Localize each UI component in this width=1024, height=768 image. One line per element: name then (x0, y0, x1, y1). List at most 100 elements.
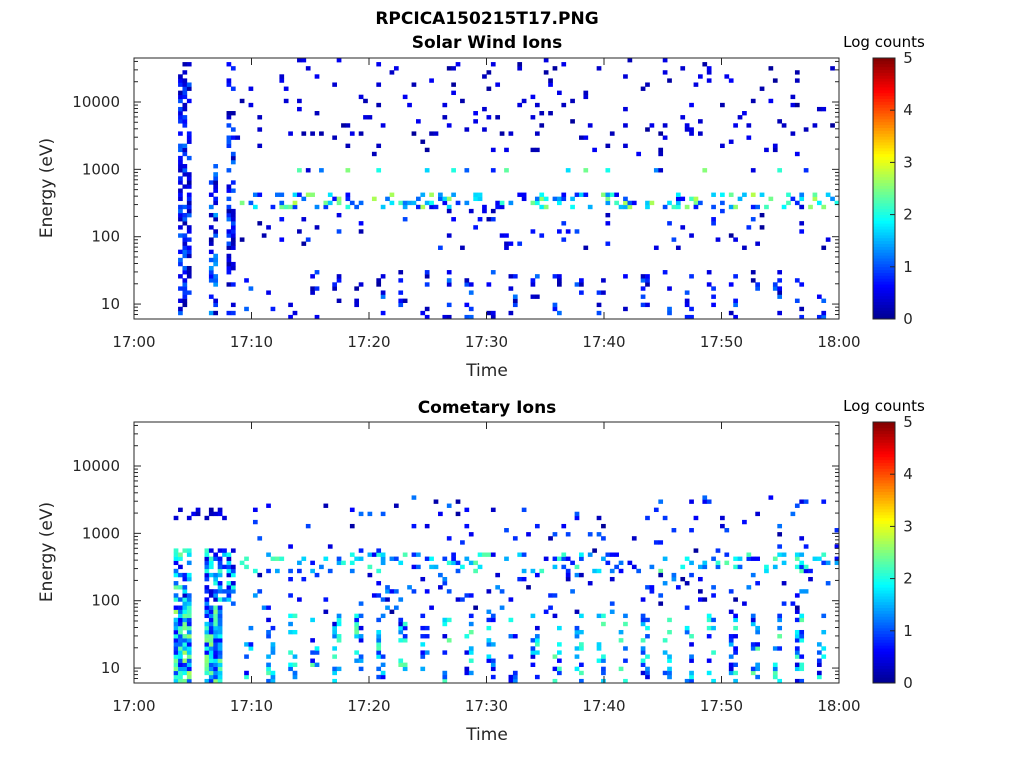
heatmap-cell (446, 270, 452, 275)
heatmap-cell (689, 131, 694, 136)
heatmap-cell (279, 217, 285, 222)
heatmap-cell (755, 674, 760, 680)
colorbar-segment (873, 159, 895, 163)
heatmap-cell (645, 302, 650, 308)
heatmap-cell (182, 625, 188, 631)
heatmap-cell (376, 593, 382, 598)
colorbar-segment (873, 601, 895, 606)
heatmap-cell (816, 674, 822, 680)
heatmap-cell (640, 597, 646, 602)
heatmap-cell (204, 597, 210, 602)
heatmap-cell (230, 601, 236, 606)
colorbar-tick-label: 3 (903, 153, 913, 171)
heatmap-cell (711, 217, 716, 222)
heatmap-cell (587, 581, 593, 586)
heatmap-cell (230, 86, 236, 91)
heatmap-cell (579, 135, 584, 140)
heatmap-cell (275, 568, 280, 574)
heatmap-cell (173, 670, 179, 676)
heatmap-cell (460, 245, 465, 250)
heatmap-cell (552, 556, 558, 561)
heatmap-cell (336, 212, 342, 218)
heatmap-cell (213, 670, 219, 676)
heatmap-cell (579, 646, 584, 651)
heatmap-cell (336, 666, 342, 672)
heatmap-cell (605, 196, 611, 202)
heatmap-cell (288, 593, 293, 598)
colorbar-segment (873, 127, 895, 131)
heatmap-cell (208, 274, 214, 279)
y-tick-label: 1000 (82, 524, 120, 542)
heatmap-cell (689, 306, 694, 312)
heatmap-cell (204, 572, 210, 578)
heatmap-cell (208, 654, 214, 659)
heatmap-cell (173, 621, 179, 627)
colorbar-segment (873, 269, 895, 273)
heatmap-cell (543, 204, 549, 210)
colorbar-segment (873, 95, 895, 99)
heatmap-cell (213, 282, 219, 287)
heatmap-cell (252, 204, 258, 210)
heatmap-cell (733, 646, 738, 651)
heatmap-cell (398, 278, 404, 283)
heatmap-cell (446, 196, 452, 202)
heatmap-cell (468, 670, 474, 676)
heatmap-cell (186, 674, 192, 680)
heatmap-cell (420, 613, 426, 619)
heatmap-cell (186, 225, 192, 230)
heatmap-cell (398, 560, 404, 566)
heatmap-cell (658, 147, 664, 153)
heatmap-cell (442, 650, 448, 655)
colorbar-segment (873, 81, 895, 85)
heatmap-cell (742, 192, 747, 197)
heatmap-cell (442, 617, 448, 623)
heatmap-cell (623, 613, 628, 619)
colorbar-segment (873, 674, 895, 678)
heatmap-cell (204, 613, 210, 619)
heatmap-cell (248, 200, 254, 206)
colorbar-segment (873, 214, 895, 218)
heatmap-cell (490, 314, 496, 320)
heatmap-cell (464, 670, 470, 676)
heatmap-cell (213, 589, 219, 594)
heatmap-cell (398, 290, 404, 295)
heatmap-cell (332, 282, 337, 287)
heatmap-cell (504, 233, 509, 238)
heatmap-cell (178, 621, 183, 627)
heatmap-cell (354, 625, 360, 631)
heatmap-cell (706, 634, 712, 639)
heatmap-cell (252, 519, 258, 525)
heatmap-cell (601, 621, 606, 627)
heatmap-cell (821, 204, 827, 210)
heatmap-cell (781, 552, 787, 557)
heatmap-cell (270, 556, 276, 561)
heatmap-cell (468, 208, 474, 214)
heatmap-cell (208, 310, 214, 316)
heatmap-cell (640, 621, 646, 627)
heatmap-cell (208, 613, 214, 619)
heatmap-cell (455, 499, 461, 504)
heatmap-cell (486, 642, 492, 647)
colorbar-segment (873, 232, 895, 236)
heatmap-cell (182, 601, 188, 606)
heatmap-cell (226, 564, 232, 570)
heatmap-cell (429, 605, 434, 610)
heatmap-cell (354, 617, 360, 623)
heatmap-cell (327, 544, 333, 549)
heatmap-cell (257, 115, 263, 120)
heatmap-cell (186, 576, 192, 582)
heatmap-cell (627, 560, 633, 566)
heatmap-cell (178, 98, 183, 104)
heatmap-cell (583, 245, 589, 250)
heatmap-cell (689, 642, 694, 647)
heatmap-cell (490, 642, 496, 647)
heatmap-cell (186, 515, 192, 521)
heatmap-cell (499, 589, 505, 594)
heatmap-cell (534, 196, 540, 202)
heatmap-cell (217, 613, 223, 619)
heatmap-cell (808, 576, 813, 582)
heatmap-cell (799, 617, 805, 623)
heatmap-cell (464, 523, 470, 529)
heatmap-cell (601, 556, 606, 561)
